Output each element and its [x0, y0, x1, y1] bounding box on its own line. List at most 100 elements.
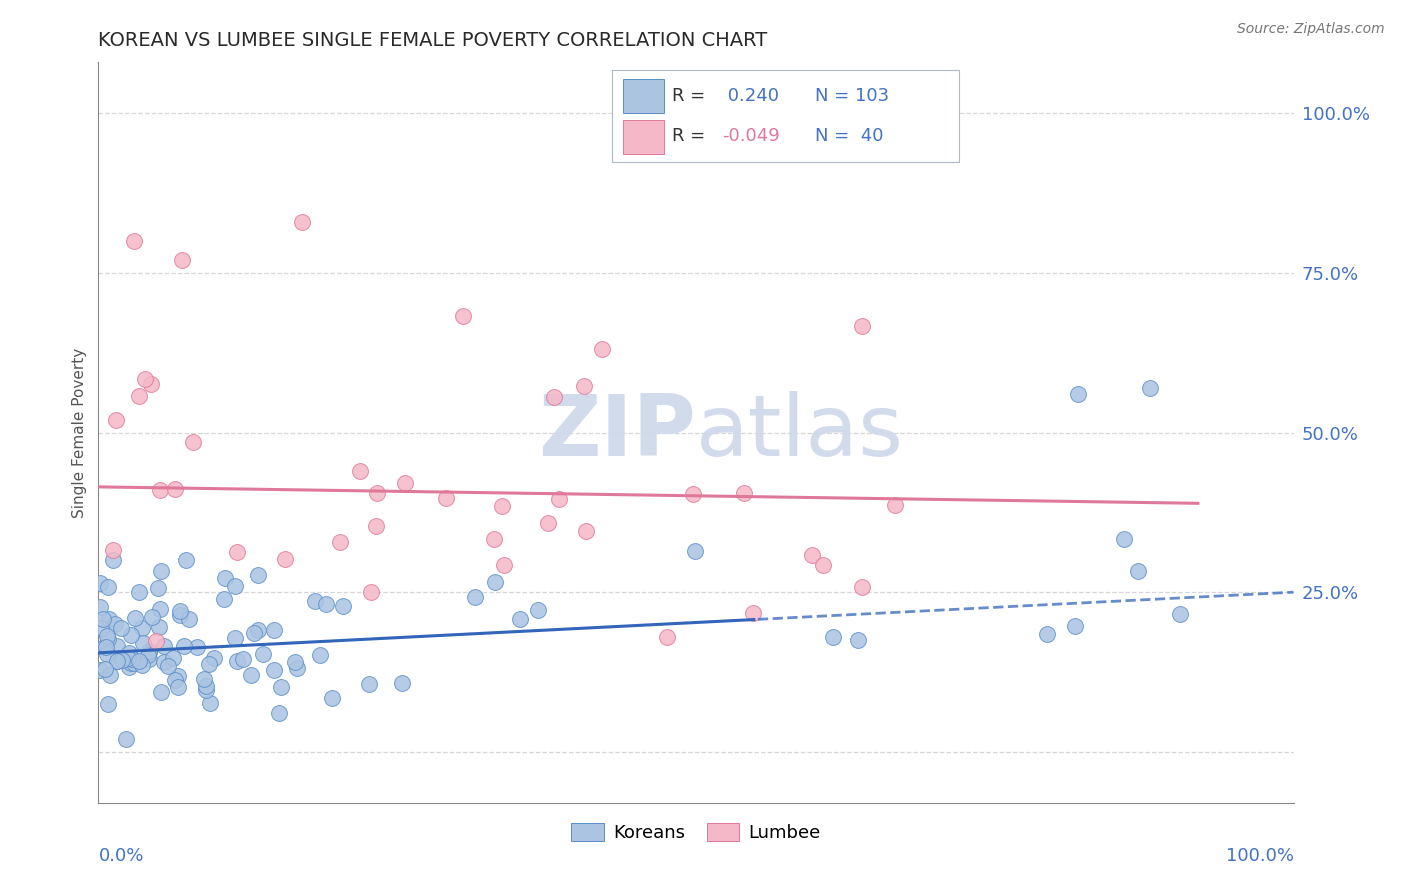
- Point: [97, 580, 120, 594]
- Point: [263, 624, 285, 638]
- Point: [173, 639, 195, 653]
- Point: [846, 632, 869, 647]
- Point: [149, 564, 172, 578]
- Text: -0.049: -0.049: [723, 128, 780, 145]
- Point: [105, 413, 128, 427]
- Point: [89, 575, 111, 590]
- Point: [139, 376, 162, 391]
- Point: [357, 677, 380, 691]
- Point: [226, 545, 249, 559]
- Point: [309, 648, 332, 662]
- Text: Source: ZipAtlas.com: Source: ZipAtlas.com: [1237, 22, 1385, 37]
- FancyBboxPatch shape: [623, 120, 664, 153]
- Point: [177, 612, 200, 626]
- Point: [247, 568, 270, 582]
- Point: [149, 684, 172, 698]
- Point: [225, 654, 247, 668]
- Point: [98, 612, 121, 626]
- Point: [89, 664, 111, 678]
- Point: [1139, 381, 1161, 395]
- Point: [214, 591, 236, 606]
- Point: [166, 681, 188, 695]
- Point: [285, 661, 308, 675]
- Point: [89, 600, 111, 615]
- Point: [91, 612, 114, 626]
- Point: [117, 646, 139, 660]
- Point: [128, 585, 150, 599]
- Text: ZIP: ZIP: [538, 391, 696, 475]
- Point: [851, 580, 873, 594]
- Point: [120, 656, 142, 670]
- Point: [451, 309, 474, 323]
- Point: [97, 632, 120, 646]
- Point: [101, 553, 124, 567]
- Point: [482, 533, 505, 547]
- Text: KOREAN VS LUMBEE SINGLE FEMALE POVERTY CORRELATION CHART: KOREAN VS LUMBEE SINGLE FEMALE POVERTY C…: [98, 30, 768, 50]
- Text: 100.0%: 100.0%: [1226, 847, 1294, 865]
- Point: [851, 319, 873, 334]
- Text: atlas: atlas: [696, 391, 904, 475]
- Point: [224, 631, 246, 645]
- Point: [105, 654, 128, 668]
- Y-axis label: Single Female Poverty: Single Female Poverty: [72, 348, 87, 517]
- Point: [124, 611, 146, 625]
- Point: [146, 581, 169, 595]
- Point: [138, 652, 160, 666]
- Point: [169, 608, 191, 623]
- Point: [269, 706, 291, 720]
- Point: [117, 660, 139, 674]
- Point: [165, 483, 187, 497]
- Text: 0.240: 0.240: [723, 87, 779, 104]
- Point: [121, 652, 143, 666]
- Point: [93, 640, 115, 655]
- Point: [97, 697, 120, 711]
- Point: [683, 543, 706, 558]
- Point: [145, 634, 167, 648]
- Point: [682, 487, 704, 501]
- Point: [366, 486, 388, 500]
- Point: [90, 621, 112, 635]
- Point: [193, 673, 215, 687]
- Point: [162, 650, 184, 665]
- Point: [96, 640, 118, 654]
- Point: [194, 679, 217, 693]
- Point: [315, 597, 337, 611]
- Text: R =: R =: [672, 87, 706, 104]
- Point: [548, 492, 571, 507]
- Point: [484, 575, 506, 590]
- Point: [186, 640, 208, 654]
- Point: [360, 585, 382, 599]
- Point: [232, 652, 254, 666]
- Point: [509, 611, 531, 625]
- Point: [263, 663, 285, 677]
- Text: N = 103: N = 103: [815, 87, 890, 104]
- Point: [105, 639, 128, 653]
- Point: [181, 435, 204, 450]
- Point: [153, 639, 176, 653]
- Point: [434, 491, 457, 506]
- Point: [1036, 626, 1059, 640]
- Point: [110, 621, 132, 635]
- Point: [96, 629, 118, 643]
- Point: [169, 604, 191, 618]
- Point: [252, 648, 274, 662]
- Point: [364, 519, 387, 533]
- Point: [391, 675, 413, 690]
- Point: [149, 602, 172, 616]
- FancyBboxPatch shape: [623, 79, 664, 112]
- Point: [103, 543, 125, 558]
- Point: [492, 558, 515, 573]
- Point: [239, 668, 262, 682]
- Point: [128, 389, 150, 403]
- Point: [270, 680, 292, 694]
- Point: [733, 486, 755, 500]
- Point: [274, 552, 297, 566]
- Text: N =  40: N = 40: [815, 128, 884, 145]
- Point: [572, 379, 595, 393]
- Point: [1067, 387, 1090, 401]
- Point: [195, 683, 218, 698]
- Point: [165, 673, 187, 688]
- Point: [94, 661, 117, 675]
- Point: [131, 657, 153, 672]
- Point: [821, 630, 844, 644]
